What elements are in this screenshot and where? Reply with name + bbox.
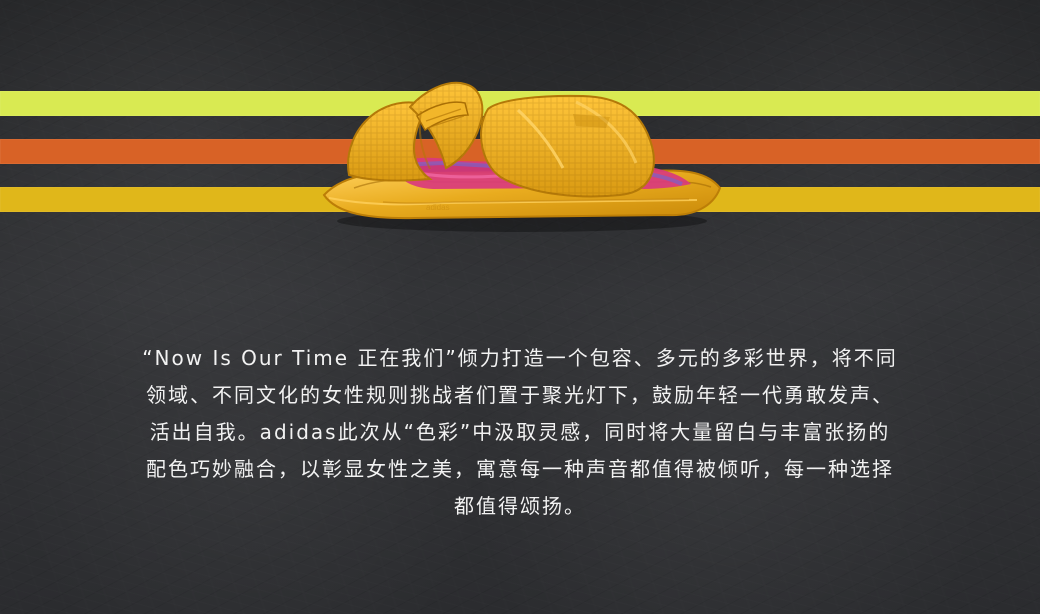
description-line: “Now Is Our Time 正在我们”倾力打造一个包容、多元的多彩世界，将… — [142, 346, 898, 370]
sole-logo-icon: adidas — [426, 203, 450, 212]
description-line: 领域、不同文化的女性规则挑战者们置于聚光灯下，鼓励年轻一代勇敢发声、 — [146, 383, 894, 407]
campaign-description: “Now Is Our Time 正在我们”倾力打造一个包容、多元的多彩世界，将… — [48, 340, 992, 525]
description-line: 都值得颂扬。 — [454, 494, 586, 518]
description-line: 活出自我。adidas此次从“色彩”中汲取灵感，同时将大量留白与丰富张扬的 — [149, 420, 891, 444]
gold-sandal-image: adidas — [322, 81, 722, 232]
description-line: 配色巧妙融合，以彰显女性之美，寓意每一种声音都值得被倾听，每一种选择 — [146, 457, 894, 481]
